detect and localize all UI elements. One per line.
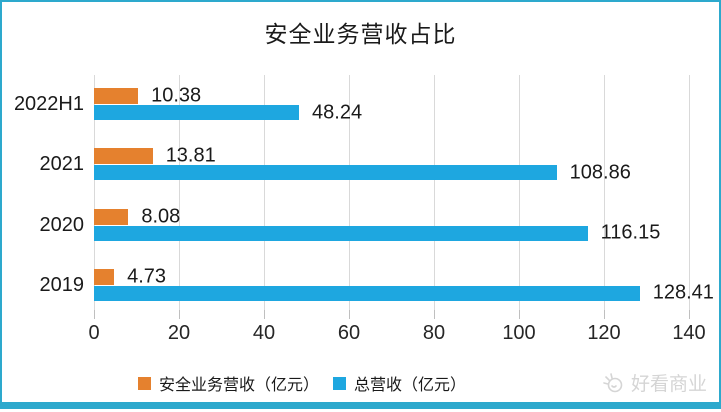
value-label: 13.81 [165, 144, 216, 167]
gridline [519, 75, 520, 310]
x-tick-label: 100 [502, 322, 536, 344]
bar-total-revenue [94, 105, 300, 120]
bar-security-revenue [94, 268, 115, 285]
bar-total-revenue [94, 285, 640, 301]
category-label: 2021 [39, 153, 85, 176]
gridline [349, 75, 350, 310]
value-label: 116.15 [600, 221, 661, 244]
bar-total-revenue [94, 165, 557, 181]
category-label: 2022H1 [13, 93, 84, 115]
legend: 安全业务营收（亿元） 总营收（亿元） [2, 371, 602, 395]
x-tick-label: 60 [337, 322, 361, 344]
legend-label: 安全业务营收（亿元） [158, 377, 319, 394]
gridline [264, 75, 265, 310]
gridline [434, 75, 435, 310]
x-tick-mark [349, 310, 350, 319]
bar-security-revenue [94, 88, 139, 104]
x-tick-label: 140 [672, 322, 706, 344]
gridline [604, 75, 605, 310]
x-tick-label: 120 [587, 322, 621, 344]
legend-item: 安全业务营收（亿元） [137, 371, 319, 395]
x-tick-mark [519, 310, 520, 319]
watermark-text: 好看商业 [630, 374, 707, 395]
x-tick-mark [604, 310, 605, 319]
legend-label: 总营收（亿元） [354, 377, 467, 394]
value-label: 108.86 [569, 161, 631, 184]
legend-swatch [137, 376, 151, 390]
x-tick-label: 0 [88, 322, 100, 344]
legend-swatch [333, 376, 346, 390]
x-tick-label: 80 [422, 322, 446, 344]
value-label: 48.24 [312, 101, 363, 123]
sun-logo-icon [603, 372, 623, 392]
bar-security-revenue [94, 148, 153, 165]
category-label: 2020 [39, 213, 85, 236]
x-tick-mark [264, 310, 265, 319]
watermark: 好看商业 [602, 369, 707, 396]
value-label: 8.08 [141, 205, 181, 228]
x-tick-mark [434, 310, 435, 319]
gridline [689, 75, 690, 310]
bar-security-revenue [94, 208, 129, 225]
category-label: 2019 [39, 273, 85, 296]
x-tick-label: 40 [252, 322, 276, 344]
legend-item: 总营收（亿元） [333, 371, 466, 395]
gridline [94, 75, 95, 310]
x-tick-label: 20 [167, 322, 191, 344]
plot-area: 10.38 48.24 13.81 108.86 8.08 116.15 4.73 128.4… [94, 75, 714, 310]
chart-title: 安全业务营收占比 [264, 21, 457, 47]
value-label: 4.73 [127, 265, 167, 288]
value-label: 10.38 [151, 84, 202, 107]
gridline [179, 75, 180, 310]
x-tick-mark [94, 310, 95, 319]
x-tick-mark [179, 310, 180, 319]
value-label: 128.41 [652, 281, 714, 304]
bar-total-revenue [94, 225, 588, 241]
x-tick-mark [689, 310, 690, 319]
